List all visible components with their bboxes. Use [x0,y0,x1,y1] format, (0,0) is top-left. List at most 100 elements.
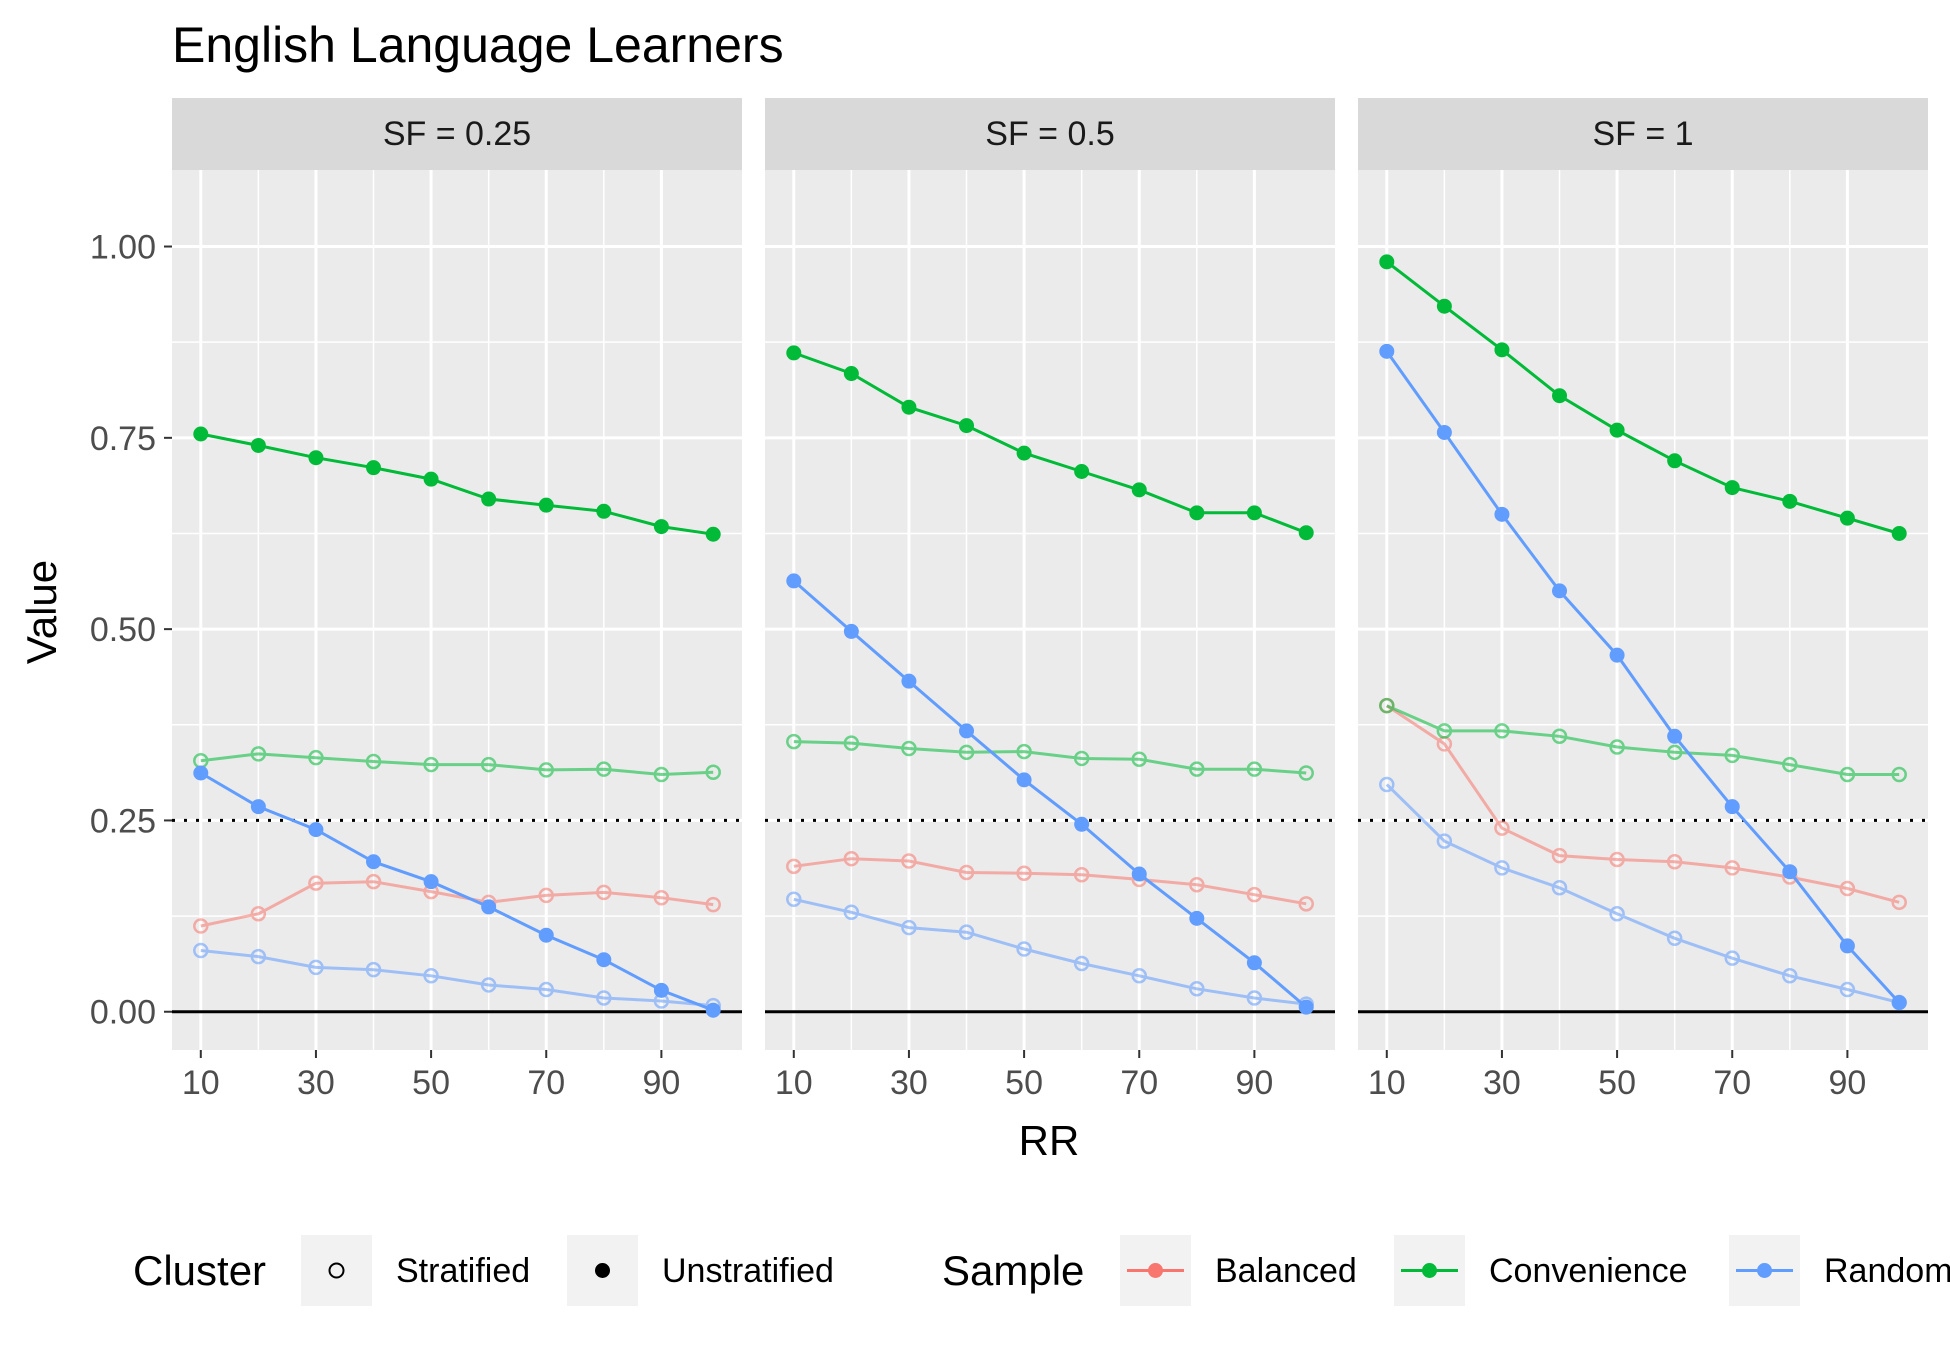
x-tick-label: 30 [297,1064,335,1102]
legend-label-balanced: Balanced [1215,1252,1357,1290]
x-axis-title: RR [1019,1117,1080,1164]
data-point [959,418,975,434]
data-point [1782,756,1798,773]
data-point [480,756,497,773]
data-point [1891,995,1907,1011]
data-point [843,904,860,921]
x-tick-label: 70 [1713,1064,1751,1102]
data-point [1666,744,1683,761]
x-tick-label: 30 [1483,1064,1521,1102]
data-point [1891,525,1907,541]
series-line-random-stratified [793,897,1307,1006]
data-point [1379,343,1395,359]
data-point [538,762,554,778]
x-tick-label: 50 [1005,1064,1043,1102]
data-point [1189,910,1205,926]
x-tick-label: 50 [1598,1064,1636,1102]
data-point [1494,820,1510,836]
legend-glyph-stratified [328,1262,345,1279]
data-point [538,497,554,513]
data-point [1016,772,1032,788]
series-convenience-unstratified [193,426,721,542]
data-point [1246,505,1262,521]
series-line-balanced-stratified [1385,704,1900,904]
x-tick-label: 90 [1828,1064,1866,1102]
data-point [365,961,382,978]
data-point [1724,860,1740,876]
legend-label-stratified: Stratified [396,1252,530,1290]
data-point [1839,981,1856,998]
series-balanced-stratified [786,850,1314,912]
data-point [786,858,802,875]
data-point [1436,424,1452,440]
series-balanced-stratified [193,873,721,934]
x-tick-label: 10 [1368,1064,1406,1102]
data-point [705,1002,721,1018]
y-tick-label: 0.75 [90,420,156,458]
data-point [1552,388,1568,404]
data-point [1891,894,1907,911]
y-tick-label: 0.25 [90,802,156,840]
panel-background [1358,170,1928,1050]
data-point [366,460,382,476]
series-line-convenience-unstratified [200,432,714,536]
data-point [480,977,497,993]
chart-title: English Language Learners [172,17,784,73]
data-point [1667,728,1683,744]
data-point [1016,865,1032,881]
data-point [596,884,612,901]
data-point [1379,254,1395,270]
data-point [1131,751,1147,767]
data-point [1609,851,1625,868]
data-point [1609,739,1625,755]
data-point [786,573,802,589]
data-point [1666,854,1683,870]
data-point [193,942,209,959]
data-point [193,765,209,781]
facet-strip-label: SF = 0.25 [383,115,531,153]
data-point [1016,445,1032,461]
data-point [843,366,859,382]
facet-strip [765,98,1335,170]
data-point [705,526,721,542]
series-line-balanced-stratified [200,880,714,928]
data-point [901,853,917,869]
data-point [538,927,554,943]
data-point [843,623,859,639]
data-point [1724,747,1740,764]
data-point [366,854,382,870]
data-point [1016,941,1032,957]
data-point [1246,990,1263,1006]
data-point [1436,833,1453,849]
data-point [958,864,975,881]
series-convenience-stratified [1379,697,1907,783]
data-point [786,891,802,908]
data-point [1551,847,1568,864]
data-point [250,437,266,453]
data-point [1298,999,1314,1015]
data-point [653,766,670,783]
data-point [958,744,975,761]
data-point [423,756,439,773]
data-point [1609,422,1625,438]
legend-label-unstratified: Unstratified [662,1252,834,1290]
legend-key-stratified [301,1235,372,1306]
data-point [1379,697,1395,714]
data-point [308,959,324,976]
data-point [1782,864,1798,880]
data-point [786,733,802,750]
series-line-convenience-unstratified [1385,260,1900,535]
legend-title-sample: Sample [942,1247,1084,1294]
data-point [596,990,612,1006]
data-point [1609,647,1625,663]
data-point [1016,743,1032,760]
data-point [1891,766,1907,783]
x-tick-label: 30 [890,1064,928,1102]
data-point [901,399,917,415]
y-axis-title: Value [18,560,65,664]
data-point [1609,906,1625,922]
x-tick-label: 70 [527,1064,565,1102]
data-point [1724,950,1740,966]
data-point [596,952,612,968]
legend-label-convenience: Convenience [1489,1252,1687,1290]
